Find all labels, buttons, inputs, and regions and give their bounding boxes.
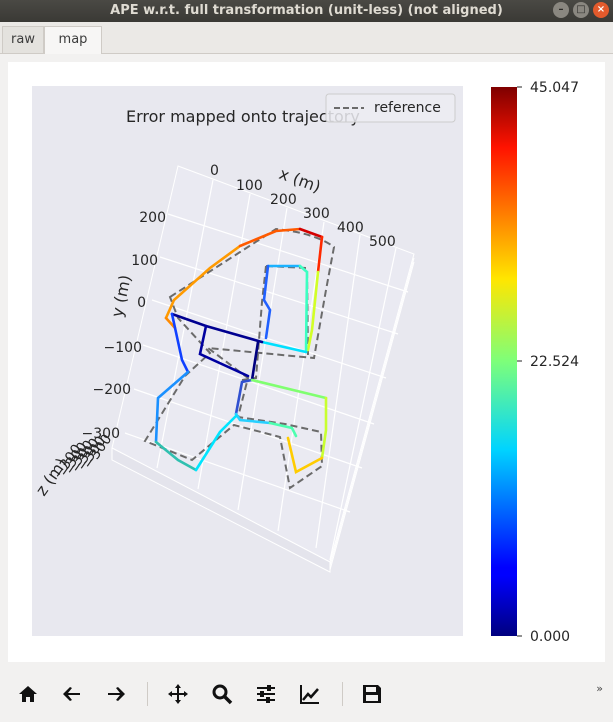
colorbar-gradient [491,87,517,636]
x-tick-label: 0 [210,163,219,179]
tab-map[interactable]: map [44,26,102,54]
colorbar-tick-min: 0.000 [530,629,570,645]
back-arrow-icon[interactable] [58,680,86,708]
y-tick-label: −200 [93,382,131,398]
legend-reference-label: reference [374,100,441,116]
y-tick-labels: 200 100 0 −100 −200 −300 [82,210,166,442]
y-tick-label: 100 [131,253,158,269]
figure-canvas[interactable]: 0 100 200 300 400 500 x (m) 200 100 0 −1… [8,62,605,662]
tab-raw[interactable]: raw [2,26,44,53]
window-controls: – □ × [553,2,609,18]
legend-box [325,93,456,123]
save-icon[interactable] [358,680,386,708]
y-tick-label: −100 [104,340,142,356]
sliders-icon[interactable] [252,680,280,708]
close-icon[interactable]: × [593,2,609,18]
estimated-trajectory [154,227,328,474]
legend: reference [325,93,456,123]
x-tick-label: 200 [270,192,297,208]
colorbar-tick-mid: 22.524 [530,354,579,370]
toolbar-separator [147,682,148,706]
x-tick-label: 400 [337,220,364,236]
minimize-icon[interactable]: – [553,2,569,18]
y-tick-label: −300 [82,426,120,442]
reference-trajectory [143,227,336,490]
tab-bar: raw map [0,22,613,54]
zoom-icon[interactable] [208,680,236,708]
x-tick-labels: 0 100 200 300 400 500 [210,163,396,250]
x-tick-label: 100 [236,178,263,194]
x-tick-label: 300 [303,206,330,222]
navigation-toolbar: » [0,668,613,722]
forward-arrow-icon[interactable] [102,680,130,708]
chart-title: Error mapped onto trajectory [126,107,360,126]
pan-icon[interactable] [164,680,192,708]
x-tick-label: 500 [369,234,396,250]
z-pane [111,447,331,573]
plot-svg: 0 100 200 300 400 500 x (m) 200 100 0 −1… [32,80,579,645]
y-tick-label: 200 [139,210,166,226]
z-grid-lines [329,257,415,571]
edit-curve-icon[interactable] [296,680,324,708]
more-options[interactable]: » [596,682,603,695]
home-icon[interactable] [14,680,42,708]
window-title: APE w.r.t. full transformation (unit-les… [110,3,503,18]
maximize-icon[interactable]: □ [573,2,589,18]
colorbar-tick-max: 45.047 [530,80,579,96]
y-tick-label: 0 [137,295,146,311]
toolbar-separator [342,682,343,706]
colorbar: 45.047 22.524 0.000 [491,80,579,645]
window-titlebar: APE w.r.t. full transformation (unit-les… [0,0,613,22]
